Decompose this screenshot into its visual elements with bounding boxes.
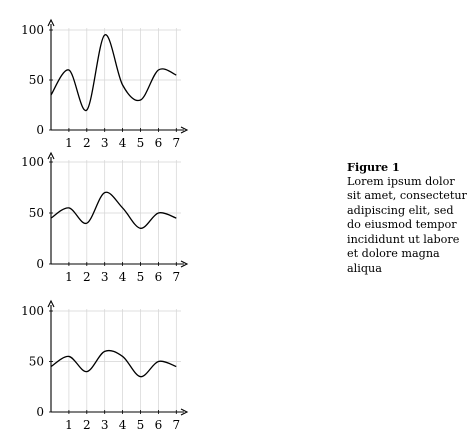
x-tick-label: 1 — [65, 136, 73, 150]
x-tick-label: 2 — [83, 270, 91, 284]
series-line-1 — [50, 191, 177, 229]
x-tick-label: 6 — [155, 136, 163, 150]
caption-text: Lorem ipsum dolor sit amet, consectetur … — [347, 174, 467, 275]
x-tick-label: 6 — [155, 418, 163, 432]
y-tick-label: 0 — [36, 405, 44, 419]
figure-caption: Figure 1 Lorem ipsum dolor sit amet, con… — [347, 160, 467, 276]
x-axis-arrow — [180, 260, 189, 268]
y-tick-label: 50 — [29, 73, 44, 87]
x-tick-label: 7 — [172, 136, 180, 150]
y-tick-label: 0 — [36, 257, 44, 271]
x-tick-label: 4 — [119, 418, 127, 432]
x-tick-label: 7 — [172, 418, 180, 432]
x-tick-label: 5 — [137, 418, 145, 432]
chart-panel-1: 1 2 3 4 5 6 7 0 50 100 — [21, 18, 189, 150]
x-tick-label: 3 — [101, 136, 109, 150]
x-tick-label: 5 — [137, 270, 145, 284]
x-tick-label: 4 — [119, 270, 127, 284]
x-tick-label: 2 — [83, 418, 91, 432]
y-tick-label: 100 — [21, 23, 44, 37]
x-tick-label: 6 — [155, 270, 163, 284]
caption-title: Figure 1 — [347, 160, 400, 174]
x-tick-label: 3 — [101, 418, 109, 432]
chart-panel-2: 1 2 3 4 5 6 7 0 50 100 — [21, 151, 189, 284]
x-tick-label: 5 — [137, 136, 145, 150]
y-axis-arrow — [47, 18, 55, 27]
x-tick-label: 3 — [101, 270, 109, 284]
x-tick-label: 7 — [172, 270, 180, 284]
x-tick-label: 2 — [83, 136, 91, 150]
series-line-1 — [50, 34, 177, 111]
y-tick-label: 100 — [21, 155, 44, 169]
y-tick-label: 50 — [29, 355, 44, 369]
series-line-1 — [50, 349, 177, 378]
y-axis-arrow — [47, 299, 55, 308]
y-tick-label: 50 — [29, 206, 44, 220]
y-tick-label: 100 — [21, 304, 44, 318]
x-tick-label: 4 — [119, 136, 127, 150]
x-tick-label: 1 — [65, 270, 73, 284]
chart-panel-3: 1 2 3 4 5 6 7 0 50 100 — [21, 299, 189, 432]
y-tick-label: 0 — [36, 123, 44, 137]
y-axis-arrow — [47, 151, 55, 160]
x-axis-arrow — [180, 408, 189, 416]
x-axis-arrow — [180, 126, 189, 134]
x-tick-label: 1 — [65, 418, 73, 432]
